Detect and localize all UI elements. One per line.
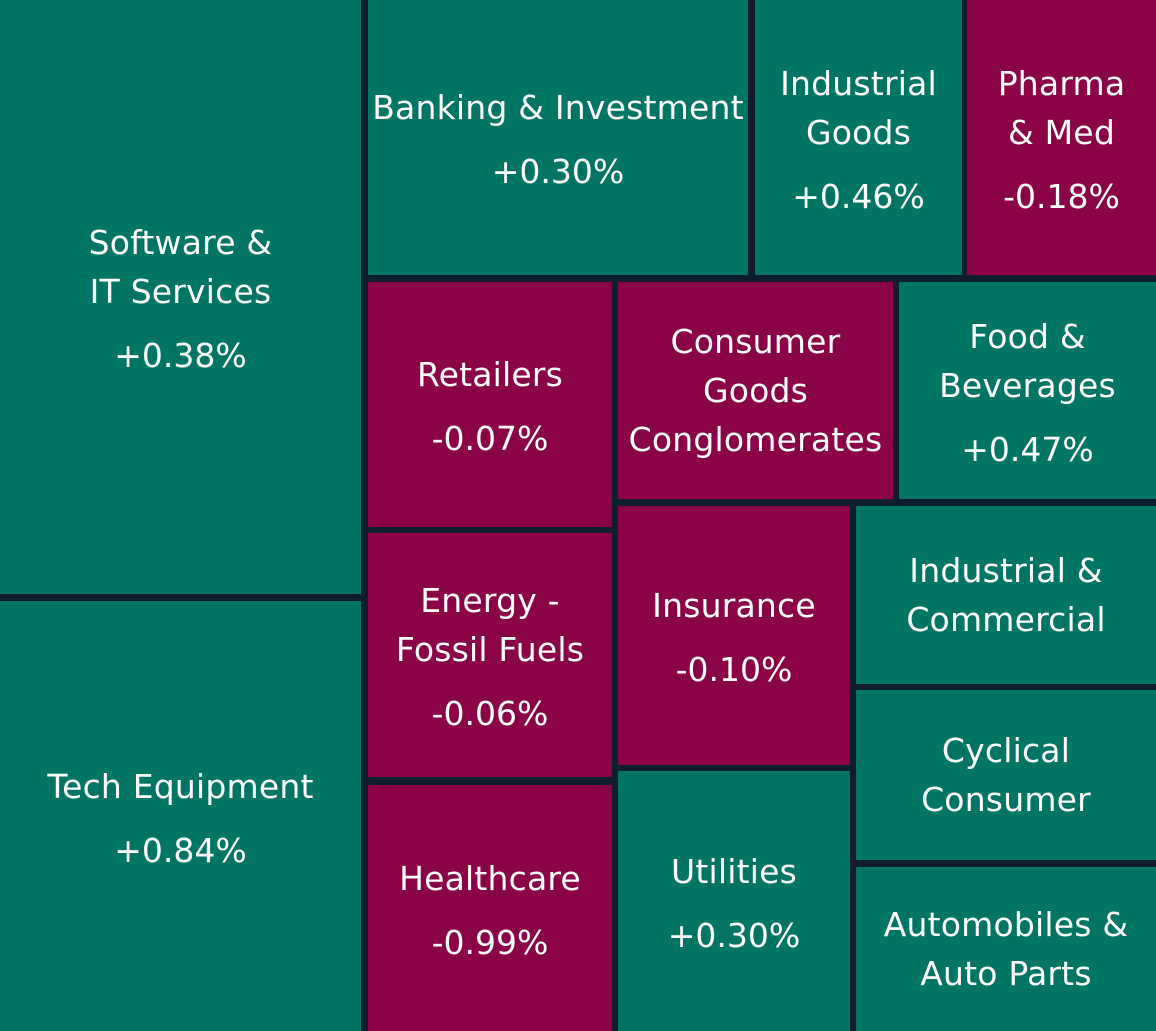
treemap-tile[interactable]: Software & IT Services +0.38%	[0, 0, 361, 594]
treemap-tile[interactable]: Banking & Investment +0.30%	[368, 0, 748, 275]
tile-label: Software & IT Services	[88, 223, 273, 311]
tile-label: Banking & Investment	[372, 88, 744, 127]
treemap-tile[interactable]: Healthcare -0.99%	[368, 785, 612, 1031]
tile-change-value: +0.47%	[961, 429, 1094, 469]
tile-change-value: -0.10%	[675, 650, 793, 689]
treemap-tile[interactable]: Automobiles & Auto Parts	[856, 867, 1156, 1031]
tile-label: Automobiles & Auto Parts	[883, 905, 1129, 993]
treemap-tile[interactable]: Cyclical Consumer	[856, 690, 1156, 860]
tile-label: Consumer Goods Conglomerates	[628, 322, 883, 459]
tile-label: Industrial Goods	[780, 63, 937, 152]
tile-change-value: +0.30%	[667, 915, 801, 955]
tile-change-value: -0.06%	[431, 694, 549, 733]
tile-label: Healthcare	[399, 858, 581, 898]
tile-label: Industrial & Commercial	[906, 551, 1106, 639]
treemap-tile[interactable]: Utilities +0.30%	[618, 771, 850, 1031]
treemap-tile[interactable]: Energy - Fossil Fuels -0.06%	[368, 533, 612, 777]
tile-label: Energy - Fossil Fuels	[395, 581, 585, 669]
tile-change-value: +0.38%	[114, 336, 247, 375]
treemap-tile[interactable]: Tech Equipment +0.84%	[0, 601, 361, 1031]
tile-change-value: +0.46%	[792, 176, 925, 216]
tile-change-value: +0.30%	[491, 152, 625, 191]
tile-label: Pharma & Med	[997, 63, 1126, 152]
treemap-tile[interactable]: Industrial & Commercial	[856, 506, 1156, 684]
treemap-tile[interactable]: Pharma & Med -0.18%	[967, 0, 1156, 275]
tile-label: Retailers	[416, 355, 564, 394]
tile-label: Food & Beverages	[939, 316, 1116, 405]
treemap-tile[interactable]: Retailers -0.07%	[368, 282, 612, 527]
tile-change-value: -0.18%	[1003, 176, 1120, 216]
tile-change-value: +0.84%	[114, 830, 247, 870]
tile-label: Cyclical Consumer	[921, 731, 1091, 819]
treemap-tile[interactable]: Consumer Goods Conglomerates	[618, 282, 893, 499]
tile-label: Tech Equipment	[47, 766, 314, 806]
tile-label: Insurance	[652, 586, 816, 625]
tile-change-value: -0.99%	[431, 922, 549, 962]
treemap-tile[interactable]: Insurance -0.10%	[618, 506, 850, 765]
treemap-tile[interactable]: Food & Beverages +0.47%	[899, 282, 1156, 499]
tile-label: Utilities	[670, 851, 797, 891]
tile-change-value: -0.07%	[431, 419, 549, 458]
treemap-tile[interactable]: Industrial Goods +0.46%	[755, 0, 962, 275]
